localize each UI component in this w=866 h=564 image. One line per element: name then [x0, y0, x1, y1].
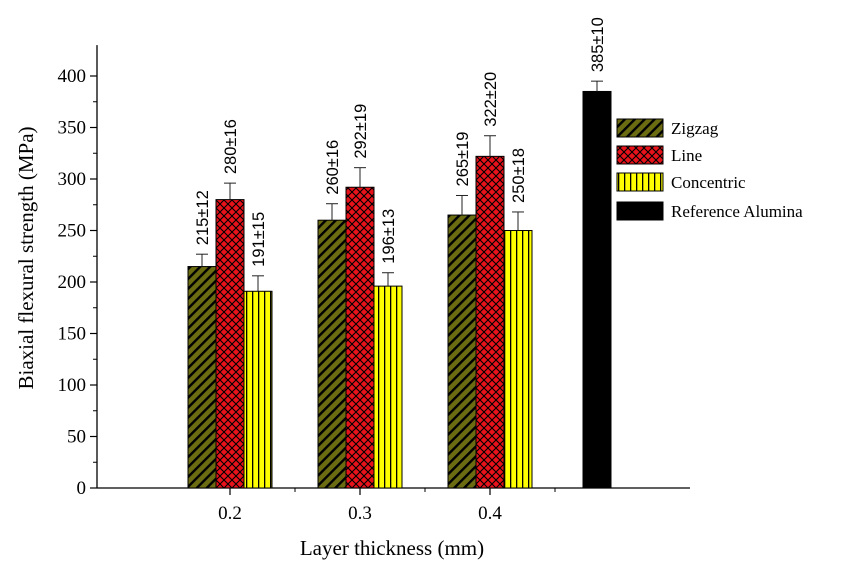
legend-item: Zigzag: [616, 118, 719, 138]
x-tick-label: 0.2: [218, 503, 242, 524]
data-label: 260±16: [324, 140, 342, 195]
data-label: 280±16: [222, 119, 240, 174]
data-label: 191±15: [250, 212, 268, 267]
bar-reference-alumina: [582, 90, 612, 489]
bar-line: [345, 186, 375, 489]
data-label: 292±19: [352, 104, 370, 159]
data-label: 385±10: [589, 17, 607, 72]
data-label: 196±13: [380, 209, 398, 264]
y-tick-label: 50: [67, 427, 86, 448]
bar-zigzag: [447, 214, 477, 489]
bar-zigzag: [317, 219, 347, 489]
legend-item: Concentric: [616, 172, 746, 192]
legend-label: Concentric: [671, 173, 746, 192]
legend-item: Reference Alumina: [616, 201, 803, 221]
legend-label: Reference Alumina: [671, 202, 803, 221]
y-tick-label: 200: [58, 272, 87, 293]
y-tick-label: 100: [58, 375, 87, 396]
legend-label: Zigzag: [671, 119, 719, 138]
x-axis-title: Layer thickness (mm): [300, 536, 484, 560]
data-label: 265±19: [454, 132, 472, 187]
legend-swatch: [616, 145, 664, 165]
data-label: 250±18: [510, 148, 528, 203]
y-tick-label: 300: [58, 169, 87, 190]
y-tick-label: 350: [58, 118, 87, 139]
data-labels: 215±12 260±16 265±19 280±16 292±19 322±20 191±…: [194, 17, 607, 267]
bar-line: [215, 199, 245, 489]
data-label: 322±20: [482, 72, 500, 127]
y-tick-label: 150: [58, 324, 87, 345]
bar-concentric: [503, 230, 533, 489]
bar-concentric: [373, 285, 403, 489]
data-label: 215±12: [194, 190, 212, 245]
bar-zigzag: [187, 266, 217, 489]
legend-swatch: [616, 172, 664, 192]
x-tick-label: 0.3: [348, 503, 372, 524]
y-axis-title: Biaxial flexural strength (MPa): [14, 126, 38, 389]
y-tick-label: 0: [77, 478, 87, 499]
bar-concentric: [243, 290, 273, 489]
y-tick-label: 400: [58, 66, 87, 87]
x-tick-label: 0.4: [478, 503, 502, 524]
bar-line: [475, 155, 505, 489]
bars: [187, 80, 612, 489]
legend-label: Line: [671, 146, 702, 165]
axes: 0 50 100 150 200 250 300 350 400 0.2 0.3 0.4: [58, 45, 690, 524]
legend-item: Line: [616, 145, 702, 165]
legend: Zigzag Line Concentric Reference Alumina: [616, 118, 803, 221]
legend-swatch: [616, 118, 664, 138]
y-tick-label: 250: [58, 221, 87, 242]
legend-swatch: [616, 201, 664, 221]
